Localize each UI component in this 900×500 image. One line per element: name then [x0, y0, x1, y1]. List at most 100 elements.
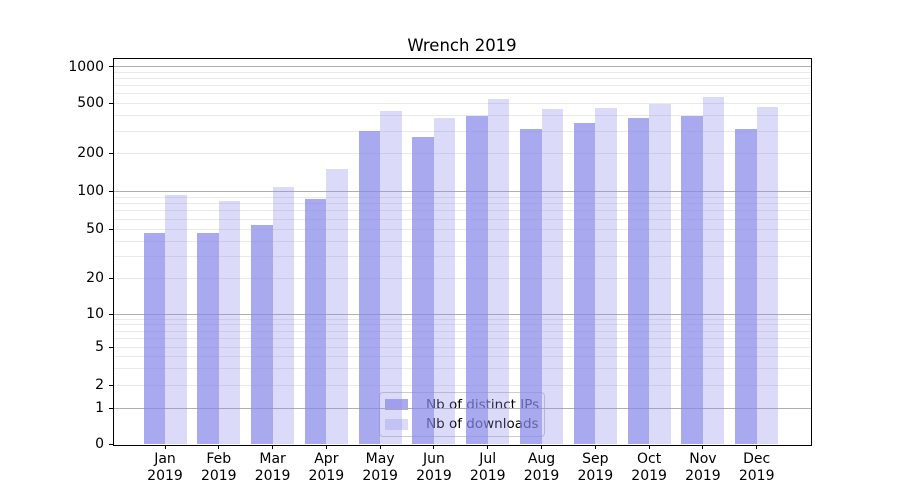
x-tick-label: Nov 2019: [671, 451, 735, 484]
legend-swatch-distinct-ips: [385, 399, 408, 411]
bar-downloads-jul: [487, 98, 510, 444]
gridline-minor: [113, 71, 811, 73]
bar-downloads-nov: [702, 96, 725, 444]
x-tick-month: Jan: [154, 451, 176, 467]
y-tick: [108, 443, 113, 445]
x-tick-year: 2019: [469, 467, 506, 484]
x-tick-year: 2019: [577, 467, 614, 484]
x-tick-label: May 2019: [348, 451, 412, 484]
gridline-minor: [113, 84, 811, 86]
y-tick-label: 1000: [68, 58, 104, 75]
x-tick-year: 2019: [685, 467, 721, 484]
x-tick-label: Jun 2019: [402, 451, 466, 484]
y-tick: [108, 228, 113, 230]
y-tick-label: 100: [77, 183, 104, 200]
x-tick: [325, 444, 327, 449]
x-tick-label: Feb 2019: [187, 451, 251, 484]
bar-distinct-ips-sep: [573, 123, 596, 444]
x-tick-label: Aug 2019: [510, 451, 574, 484]
y-tick-label: 1: [95, 400, 104, 416]
y-tick: [108, 102, 113, 104]
x-tick-label: Sep 2019: [563, 451, 627, 484]
bar-distinct-ips-jan: [143, 232, 165, 444]
legend-swatch-downloads: [385, 418, 408, 430]
x-tick-month: Mar: [259, 451, 286, 467]
x-tick: [272, 444, 274, 449]
y-tick: [108, 66, 113, 67]
x-tick-year: 2019: [362, 467, 398, 484]
bar-distinct-ips-oct: [627, 117, 650, 444]
x-tick: [648, 444, 650, 449]
legend: Nb of distinct IPsNb of downloads: [379, 392, 545, 437]
x-tick: [487, 444, 489, 449]
x-tick: [541, 444, 543, 449]
bar-downloads-apr: [326, 169, 348, 444]
bar-downloads-mar: [272, 187, 295, 444]
x-tick-year: 2019: [416, 467, 452, 484]
x-tick: [218, 444, 220, 449]
gridline-minor: [113, 77, 811, 79]
x-tick-year: 2019: [254, 467, 291, 484]
x-tick-month: Aug: [527, 451, 556, 467]
x-tick: [164, 444, 166, 449]
bar-distinct-ips-jun: [412, 136, 434, 444]
bar-downloads-feb: [218, 200, 241, 444]
bar-distinct-ips-apr: [304, 198, 327, 444]
bar-distinct-ips-may: [358, 131, 381, 444]
bar-distinct-ips-feb: [197, 232, 219, 444]
x-tick-month: Sep: [582, 451, 609, 467]
bar-downloads-may: [380, 110, 402, 444]
y-tick-label: 50: [86, 221, 104, 238]
y-tick: [108, 346, 113, 348]
bar-downloads-oct: [649, 103, 671, 444]
x-tick-month: Dec: [743, 451, 771, 467]
bar-distinct-ips-jul: [466, 115, 488, 444]
y-tick: [108, 152, 113, 154]
bar-downloads-jan: [165, 195, 187, 444]
y-tick-label: 10: [86, 306, 104, 323]
x-tick: [379, 444, 381, 449]
y-tick: [108, 277, 113, 279]
y-tick-label: 200: [77, 145, 104, 162]
x-tick-month: Jun: [423, 451, 445, 467]
bar-distinct-ips-mar: [251, 225, 273, 444]
x-tick-month: May: [365, 451, 395, 467]
x-tick-month: Nov: [689, 451, 717, 467]
x-tick-label: Dec 2019: [725, 451, 789, 484]
bar-downloads-dec: [756, 107, 779, 444]
y-tick-label: 0: [95, 436, 104, 452]
legend-item-downloads: Nb of downloads: [385, 415, 539, 435]
x-tick: [756, 444, 758, 449]
x-tick-year: 2019: [200, 467, 237, 484]
x-tick: [433, 444, 435, 449]
bar-downloads-sep: [595, 108, 617, 444]
legend-item-distinct-ips: Nb of distinct IPs: [385, 395, 539, 415]
y-tick-label: 2: [95, 377, 104, 393]
y-tick: [108, 313, 113, 315]
bar-downloads-jun: [433, 117, 456, 444]
y-tick-label: 5: [95, 339, 104, 356]
x-tick-month: Oct: [637, 451, 662, 467]
x-tick-year: 2019: [308, 467, 345, 484]
bar-distinct-ips-nov: [681, 115, 703, 444]
y-tick: [108, 407, 113, 409]
gridline-minor: [113, 93, 811, 95]
y-tick: [108, 190, 113, 192]
x-tick-label: Jul 2019: [456, 451, 520, 484]
gridline-major: [113, 66, 811, 67]
x-tick: [594, 444, 596, 449]
bar-downloads-aug: [541, 109, 564, 444]
x-tick-label: Mar 2019: [241, 451, 305, 484]
y-tick-label: 20: [86, 270, 104, 287]
bar-distinct-ips-dec: [735, 128, 757, 444]
x-tick-year: 2019: [523, 467, 560, 484]
x-tick-label: Jan 2019: [133, 451, 197, 484]
x-tick-year: 2019: [631, 467, 667, 484]
x-tick-month: Feb: [206, 451, 232, 467]
x-tick-month: Apr: [314, 451, 339, 467]
y-tick-label: 500: [77, 95, 104, 112]
y-tick: [108, 384, 113, 386]
x-tick-label: Apr 2019: [294, 451, 358, 484]
x-tick-label: Oct 2019: [617, 451, 681, 484]
